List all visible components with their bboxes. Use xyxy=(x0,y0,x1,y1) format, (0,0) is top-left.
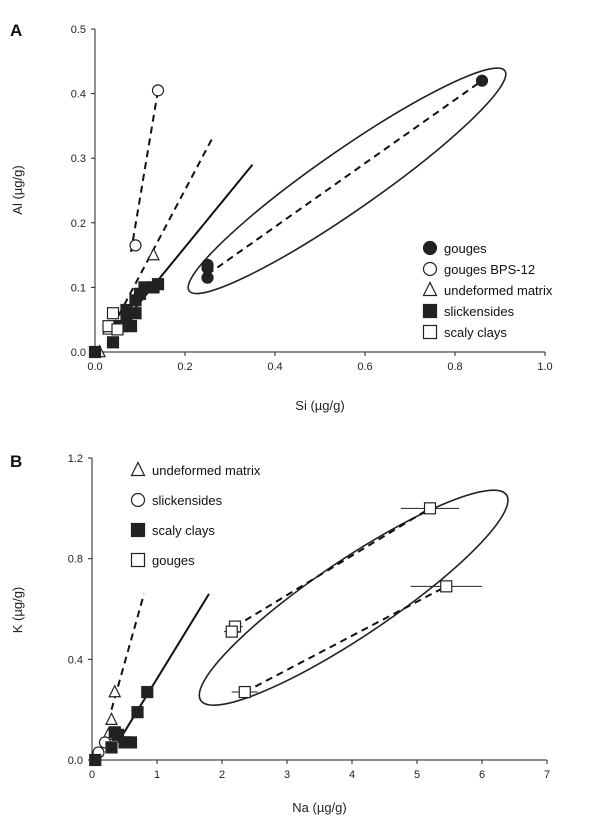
undeformed-matrix-point xyxy=(108,684,122,698)
y-tick-label: 0.4 xyxy=(71,89,86,101)
y-tick-label: 0.2 xyxy=(71,218,86,230)
dashed-trend-line xyxy=(206,79,483,276)
scaly-clays-point xyxy=(124,736,138,749)
legend-label-gouges-bps-12: gouges BPS-12 xyxy=(444,262,535,277)
gouges-ellipse xyxy=(198,489,509,706)
x-tick-label: 0.8 xyxy=(447,361,462,373)
legend-marker-undeformed-matrix xyxy=(422,281,438,297)
slickensides-point xyxy=(124,320,138,333)
panel-label: A xyxy=(10,21,22,40)
legend-label-slickensides: slickensides xyxy=(444,304,515,319)
y-tick-label: 0.8 xyxy=(68,554,83,566)
legend-marker-slickensides xyxy=(130,492,146,508)
legend-marker-scaly-clays xyxy=(422,324,438,340)
y-tick-label: 0.4 xyxy=(68,654,83,666)
y-tick-label: 0.3 xyxy=(71,153,86,165)
dashed-trend-line xyxy=(130,90,159,253)
x-tick-label: 6 xyxy=(479,769,485,781)
y-tick-label: 0.1 xyxy=(71,282,86,294)
legend-marker-undeformed-matrix xyxy=(130,461,146,477)
x-tick-label: 1 xyxy=(154,769,160,781)
legend-label-gouges: gouges xyxy=(152,553,195,568)
legend-marker-gouges xyxy=(422,240,438,256)
x-tick-label: 4 xyxy=(349,769,355,781)
y-tick-label: 1.2 xyxy=(68,453,83,465)
y-tick-label: 0.0 xyxy=(68,755,83,767)
x-tick-label: 0.2 xyxy=(177,361,192,373)
x-axis-label: Si (µg/g) xyxy=(295,398,344,413)
x-tick-label: 1.0 xyxy=(537,361,552,373)
legend-label-slickensides: slickensides xyxy=(152,493,223,508)
dashed-trend-line xyxy=(234,507,431,628)
gouges-point xyxy=(475,74,489,87)
slickensides-point xyxy=(151,278,165,291)
slickensides-point xyxy=(88,345,102,359)
panel-a: A 0.0 0.2 0.4 0.6 0.8 1.0 0.0 0.1 0.2 0.3 0.4 0.5 Si … xyxy=(10,21,553,413)
legend-marker-scaly-clays xyxy=(130,522,146,538)
undeformed-matrix-point xyxy=(147,247,160,261)
scaly-clays-point xyxy=(105,741,118,754)
x-tick-label: 5 xyxy=(414,769,420,781)
scaly-clays-point xyxy=(111,323,124,336)
dashed-trend-line xyxy=(244,585,447,693)
x-axis-label: Na (µg/g) xyxy=(292,800,346,815)
y-tick-label: 0.0 xyxy=(71,347,86,359)
gouges-bps-12-point xyxy=(129,239,142,252)
legend-label-undeformed-matrix: undeformed matrix xyxy=(152,463,261,478)
legend-marker-gouges-bps-12 xyxy=(422,261,438,277)
x-tick-label: 0.0 xyxy=(87,361,102,373)
legend-marker-slickensides xyxy=(422,303,438,319)
panel-b: B 0 1 2 3 4 5 6 7 0.0 0.4 0.8 1.2 Na (µg/g) K (µg/g) un… xyxy=(10,452,550,815)
x-tick-label: 7 xyxy=(544,769,550,781)
slickensides-point xyxy=(129,307,142,320)
gouges-point xyxy=(238,685,251,699)
scaly-clays-point xyxy=(89,753,102,767)
gouges-point xyxy=(225,625,238,638)
y-axis-label: K (µg/g) xyxy=(10,587,25,634)
gouges-bps-12-point xyxy=(151,84,165,97)
panel-label: B xyxy=(10,452,22,471)
gouges-point xyxy=(440,580,453,593)
scaly-clays-point xyxy=(131,706,144,719)
y-axis-label: Al (µg/g) xyxy=(10,165,25,214)
x-tick-label: 2 xyxy=(219,769,225,781)
solid-trend-line xyxy=(117,593,210,743)
undeformed-matrix-point xyxy=(105,712,118,726)
x-tick-label: 0.4 xyxy=(267,361,282,373)
gouges-ellipse xyxy=(187,67,507,295)
x-tick-label: 0 xyxy=(89,769,95,781)
gouges-point xyxy=(423,502,437,515)
legend-label-scaly-clays: scaly clays xyxy=(152,523,215,538)
scaly-clays-point xyxy=(106,307,120,320)
slickensides-point xyxy=(106,336,120,349)
y-tick-label: 0.5 xyxy=(71,24,86,36)
legend-label-scaly-clays: scaly clays xyxy=(444,325,507,340)
scaly-clays-point xyxy=(141,685,154,699)
dashed-trend-line xyxy=(110,593,145,710)
legend-label-gouges: gouges xyxy=(444,241,487,256)
x-tick-label: 0.6 xyxy=(357,361,372,373)
x-tick-label: 3 xyxy=(284,769,290,781)
scaly-clays-point xyxy=(108,726,121,739)
gouges-point xyxy=(201,271,214,284)
legend-label-undeformed-matrix: undeformed matrix xyxy=(444,283,553,298)
legend-marker-gouges xyxy=(130,552,146,568)
